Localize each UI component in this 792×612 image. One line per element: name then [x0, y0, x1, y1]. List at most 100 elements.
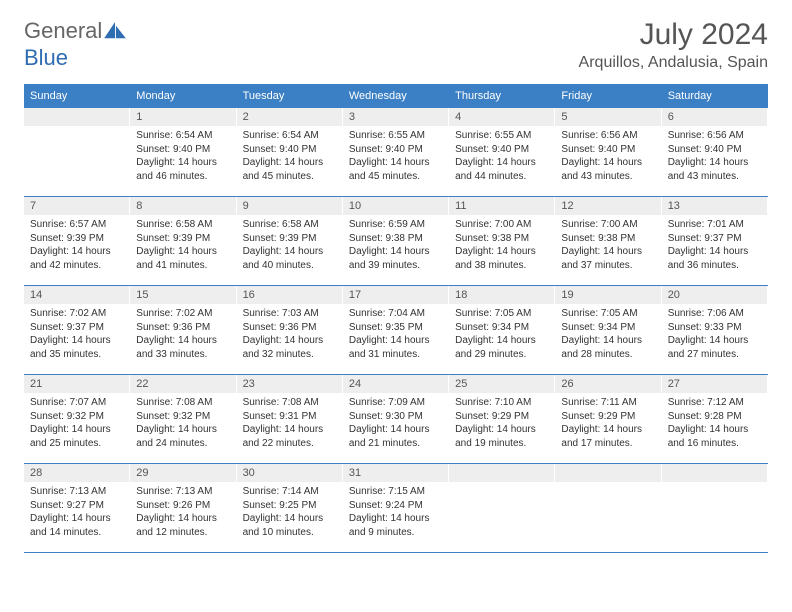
day-details: Sunrise: 7:11 AMSunset: 9:29 PMDaylight:…	[555, 393, 660, 450]
daylight-label-2: and 17 minutes.	[561, 437, 654, 451]
daylight-label-2: and 16 minutes.	[668, 437, 761, 451]
title-block: July 2024 Arquillos, Andalusia, Spain	[579, 18, 768, 72]
day-cell: 28Sunrise: 7:13 AMSunset: 9:27 PMDayligh…	[24, 464, 130, 552]
day-number: 13	[662, 197, 767, 215]
day-cell: 20Sunrise: 7:06 AMSunset: 9:33 PMDayligh…	[662, 286, 768, 374]
daylight-label-2: and 33 minutes.	[136, 348, 229, 362]
sunrise-label: Sunrise: 6:55 AM	[455, 129, 548, 143]
day-number: 5	[555, 108, 660, 126]
daylight-label: Daylight: 14 hours	[668, 156, 761, 170]
day-details: Sunrise: 7:07 AMSunset: 9:32 PMDaylight:…	[24, 393, 129, 450]
sunset-label: Sunset: 9:30 PM	[349, 410, 442, 424]
sail-icon	[104, 22, 126, 40]
sunrise-label: Sunrise: 6:57 AM	[30, 218, 123, 232]
day-number: 15	[130, 286, 235, 304]
daylight-label-2: and 21 minutes.	[349, 437, 442, 451]
day-cell: 11Sunrise: 7:00 AMSunset: 9:38 PMDayligh…	[449, 197, 555, 285]
daylight-label: Daylight: 14 hours	[668, 423, 761, 437]
day-header-tuesday: Tuesday	[237, 86, 343, 108]
day-details: Sunrise: 7:13 AMSunset: 9:26 PMDaylight:…	[130, 482, 235, 539]
day-details: Sunrise: 7:06 AMSunset: 9:33 PMDaylight:…	[662, 304, 767, 361]
daylight-label-2: and 37 minutes.	[561, 259, 654, 273]
day-cell: 24Sunrise: 7:09 AMSunset: 9:30 PMDayligh…	[343, 375, 449, 463]
week-row: 1Sunrise: 6:54 AMSunset: 9:40 PMDaylight…	[24, 108, 768, 197]
brand-logo: General	[24, 18, 126, 44]
sunrise-label: Sunrise: 7:07 AM	[30, 396, 123, 410]
day-cell: 13Sunrise: 7:01 AMSunset: 9:37 PMDayligh…	[662, 197, 768, 285]
daylight-label-2: and 25 minutes.	[30, 437, 123, 451]
daylight-label-2: and 9 minutes.	[349, 526, 442, 540]
day-number: 11	[449, 197, 554, 215]
daylight-label-2: and 38 minutes.	[455, 259, 548, 273]
sunrise-label: Sunrise: 6:59 AM	[349, 218, 442, 232]
day-details: Sunrise: 7:09 AMSunset: 9:30 PMDaylight:…	[343, 393, 448, 450]
sunset-label: Sunset: 9:39 PM	[30, 232, 123, 246]
day-number: 19	[555, 286, 660, 304]
day-cell: 1Sunrise: 6:54 AMSunset: 9:40 PMDaylight…	[130, 108, 236, 196]
day-details: Sunrise: 7:00 AMSunset: 9:38 PMDaylight:…	[449, 215, 554, 272]
day-number: 16	[237, 286, 342, 304]
day-number: 29	[130, 464, 235, 482]
day-cell: 4Sunrise: 6:55 AMSunset: 9:40 PMDaylight…	[449, 108, 555, 196]
daylight-label-2: and 40 minutes.	[243, 259, 336, 273]
day-number: 25	[449, 375, 554, 393]
day-number: 22	[130, 375, 235, 393]
daylight-label: Daylight: 14 hours	[561, 334, 654, 348]
sunset-label: Sunset: 9:40 PM	[455, 143, 548, 157]
day-number: 14	[24, 286, 129, 304]
sunrise-label: Sunrise: 7:11 AM	[561, 396, 654, 410]
day-cell: 9Sunrise: 6:58 AMSunset: 9:39 PMDaylight…	[237, 197, 343, 285]
daylight-label: Daylight: 14 hours	[243, 334, 336, 348]
day-number	[449, 464, 554, 482]
sunset-label: Sunset: 9:40 PM	[668, 143, 761, 157]
sunrise-label: Sunrise: 7:09 AM	[349, 396, 442, 410]
sunrise-label: Sunrise: 7:15 AM	[349, 485, 442, 499]
daylight-label: Daylight: 14 hours	[668, 245, 761, 259]
day-details: Sunrise: 7:08 AMSunset: 9:32 PMDaylight:…	[130, 393, 235, 450]
day-cell: 18Sunrise: 7:05 AMSunset: 9:34 PMDayligh…	[449, 286, 555, 374]
daylight-label-2: and 43 minutes.	[668, 170, 761, 184]
sunset-label: Sunset: 9:32 PM	[136, 410, 229, 424]
day-details: Sunrise: 7:01 AMSunset: 9:37 PMDaylight:…	[662, 215, 767, 272]
sunrise-label: Sunrise: 6:55 AM	[349, 129, 442, 143]
daylight-label: Daylight: 14 hours	[243, 423, 336, 437]
daylight-label: Daylight: 14 hours	[30, 245, 123, 259]
day-details: Sunrise: 6:56 AMSunset: 9:40 PMDaylight:…	[555, 126, 660, 183]
day-header-monday: Monday	[130, 86, 236, 108]
sunrise-label: Sunrise: 7:02 AM	[30, 307, 123, 321]
day-cell: 5Sunrise: 6:56 AMSunset: 9:40 PMDaylight…	[555, 108, 661, 196]
daylight-label: Daylight: 14 hours	[349, 334, 442, 348]
daylight-label: Daylight: 14 hours	[136, 245, 229, 259]
day-number: 24	[343, 375, 448, 393]
daylight-label: Daylight: 14 hours	[30, 334, 123, 348]
day-details: Sunrise: 7:03 AMSunset: 9:36 PMDaylight:…	[237, 304, 342, 361]
daylight-label: Daylight: 14 hours	[561, 423, 654, 437]
day-cell: 21Sunrise: 7:07 AMSunset: 9:32 PMDayligh…	[24, 375, 130, 463]
day-details: Sunrise: 6:58 AMSunset: 9:39 PMDaylight:…	[130, 215, 235, 272]
day-cell: 15Sunrise: 7:02 AMSunset: 9:36 PMDayligh…	[130, 286, 236, 374]
daylight-label: Daylight: 14 hours	[30, 512, 123, 526]
daylight-label: Daylight: 14 hours	[349, 156, 442, 170]
day-details: Sunrise: 7:12 AMSunset: 9:28 PMDaylight:…	[662, 393, 767, 450]
sunset-label: Sunset: 9:25 PM	[243, 499, 336, 513]
day-number: 7	[24, 197, 129, 215]
daylight-label-2: and 27 minutes.	[668, 348, 761, 362]
day-cell-empty	[449, 464, 555, 552]
sunset-label: Sunset: 9:29 PM	[455, 410, 548, 424]
daylight-label: Daylight: 14 hours	[349, 423, 442, 437]
sunrise-label: Sunrise: 7:00 AM	[455, 218, 548, 232]
day-number: 21	[24, 375, 129, 393]
day-details: Sunrise: 7:05 AMSunset: 9:34 PMDaylight:…	[555, 304, 660, 361]
sunrise-label: Sunrise: 7:13 AM	[136, 485, 229, 499]
daylight-label: Daylight: 14 hours	[243, 156, 336, 170]
day-number: 18	[449, 286, 554, 304]
day-details: Sunrise: 7:02 AMSunset: 9:37 PMDaylight:…	[24, 304, 129, 361]
daylight-label-2: and 31 minutes.	[349, 348, 442, 362]
day-details: Sunrise: 7:08 AMSunset: 9:31 PMDaylight:…	[237, 393, 342, 450]
sunrise-label: Sunrise: 7:12 AM	[668, 396, 761, 410]
week-row: 21Sunrise: 7:07 AMSunset: 9:32 PMDayligh…	[24, 375, 768, 464]
daylight-label-2: and 45 minutes.	[349, 170, 442, 184]
daylight-label: Daylight: 14 hours	[455, 245, 548, 259]
calendar-grid: SundayMondayTuesdayWednesdayThursdayFrid…	[24, 84, 768, 553]
daylight-label: Daylight: 14 hours	[243, 245, 336, 259]
